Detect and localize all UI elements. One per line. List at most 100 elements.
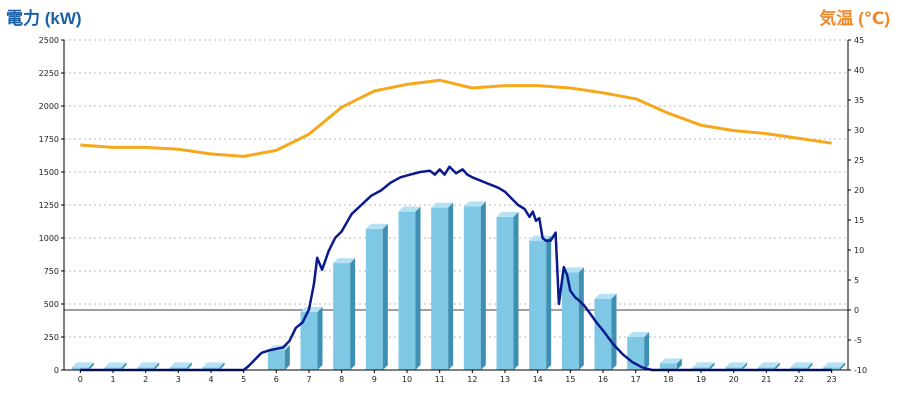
bar-top: [823, 362, 846, 368]
bar-side: [415, 206, 421, 370]
power-line: [80, 165, 832, 372]
bar: [137, 362, 160, 370]
right-tick-label: 0: [854, 306, 859, 315]
bar-top: [71, 362, 94, 368]
line-series: [80, 78, 832, 372]
bar-side: [840, 362, 846, 370]
bar-front: [137, 367, 155, 370]
bar: [431, 202, 454, 370]
bar-top: [333, 258, 356, 264]
x-tick-label: 8: [339, 375, 344, 384]
bar-top: [790, 362, 813, 368]
x-tick-label: 23: [827, 375, 837, 384]
bar-front: [496, 216, 514, 370]
bar-front: [300, 311, 318, 370]
right-tick-label: 30: [854, 126, 864, 135]
x-tick-label: 1: [110, 375, 115, 384]
bar-side: [350, 258, 356, 370]
temperature-line: [80, 78, 832, 158]
x-tick-label: 21: [761, 375, 771, 384]
right-tick-label: 40: [854, 66, 864, 75]
bar-side: [807, 362, 813, 370]
x-tick-label: 19: [696, 375, 706, 384]
bar: [561, 267, 584, 370]
bar-top: [496, 211, 519, 217]
bar-side: [611, 293, 617, 370]
right-tick-label: 15: [854, 216, 864, 225]
bar-top: [169, 362, 192, 368]
bar-top: [202, 362, 225, 368]
bar: [202, 362, 225, 370]
left-tick-label: 1500: [39, 168, 59, 177]
bar-front: [659, 363, 677, 370]
bar-side: [121, 362, 127, 370]
bar: [692, 362, 715, 370]
bar-front: [398, 211, 416, 370]
bar: [725, 362, 748, 370]
x-tick-label: 20: [729, 375, 739, 384]
bar-front: [333, 263, 351, 370]
right-tick-label: -5: [854, 336, 862, 345]
left-tick-label: 2000: [39, 102, 59, 111]
bar: [659, 358, 682, 370]
right-tick-label: -10: [854, 366, 867, 375]
bar: [398, 206, 421, 370]
bar: [463, 201, 486, 370]
bar: [71, 362, 94, 370]
bar-front: [202, 367, 220, 370]
bar: [365, 223, 388, 370]
left-tick-label: 1250: [39, 201, 59, 210]
bar: [594, 293, 617, 370]
bar-front: [365, 228, 383, 370]
bar: [757, 362, 780, 370]
bar-front: [431, 207, 449, 370]
bar-side: [186, 362, 192, 370]
bar-top: [594, 293, 617, 299]
left-tick-label: 0: [54, 366, 59, 375]
bar: [823, 362, 846, 370]
bar-top: [659, 358, 682, 364]
bar-top: [431, 202, 454, 208]
x-tick-label: 3: [176, 375, 181, 384]
bar-front: [169, 367, 187, 370]
bar: [529, 235, 552, 370]
bar-front: [823, 367, 841, 370]
x-tick-label: 4: [208, 375, 213, 384]
bar-side: [546, 235, 552, 370]
bar-top: [692, 362, 715, 368]
x-tick-label: 14: [533, 375, 543, 384]
gridlines: [64, 39, 848, 338]
bar-front: [267, 350, 285, 370]
bar-side: [774, 362, 780, 370]
bar-top: [463, 201, 486, 207]
bar-side: [219, 362, 225, 370]
bar-side: [644, 332, 650, 370]
bar-side: [284, 345, 290, 370]
bar-top: [725, 362, 748, 368]
bar-side: [513, 211, 519, 370]
bar-front: [104, 367, 122, 370]
right-axis-title: 気温 (℃): [819, 9, 890, 28]
bar-front: [463, 206, 481, 370]
bar-top: [757, 362, 780, 368]
x-tick-label: 7: [306, 375, 311, 384]
bar-side: [578, 267, 584, 370]
bar-front: [594, 298, 612, 370]
bar: [169, 362, 192, 370]
left-tick-label: 250: [44, 333, 59, 342]
left-tick-label: 1000: [39, 234, 59, 243]
x-tick-label: 6: [274, 375, 279, 384]
left-tick-label: 750: [44, 267, 59, 276]
right-tick-label: 35: [854, 96, 864, 105]
x-tick-label: 10: [402, 375, 412, 384]
bar-series: [71, 201, 846, 370]
left-tick-label: 2250: [39, 69, 59, 78]
right-tick-label: 25: [854, 156, 864, 165]
x-tick-label: 2: [143, 375, 148, 384]
bar-side: [480, 201, 486, 370]
x-tick-label: 18: [663, 375, 673, 384]
bar-side: [742, 362, 748, 370]
bar-side: [382, 223, 388, 370]
bar-top: [398, 206, 421, 212]
